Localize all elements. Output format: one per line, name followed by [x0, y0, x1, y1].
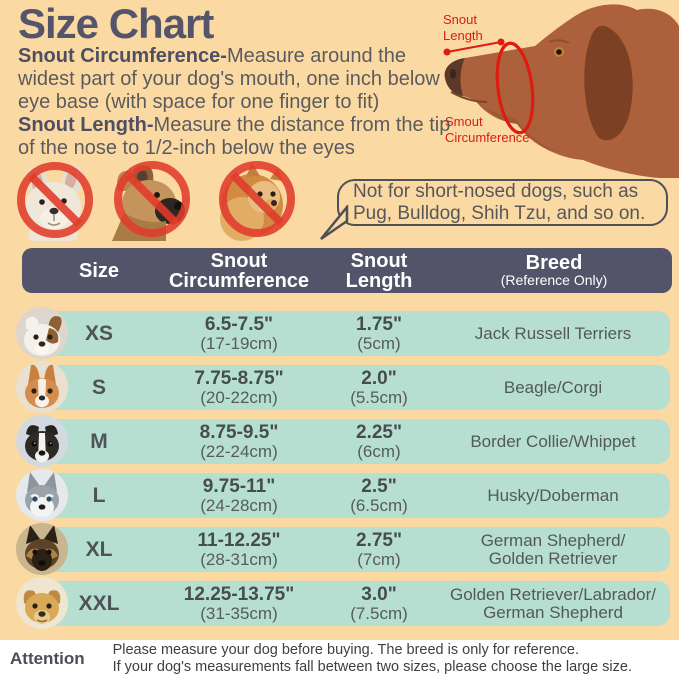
prohibition-icon — [17, 162, 93, 238]
size-label: L — [92, 483, 106, 507]
prohibition-icon — [219, 161, 295, 237]
warning-bubble: Not for short-nosed dogs, such as Pug, B… — [320, 179, 668, 241]
size-label: XL — [85, 537, 113, 561]
snout-circumference-desc: Measure around the widest part of your d… — [18, 45, 440, 113]
attention-footer: Attention Please measure your dog before… — [0, 640, 679, 677]
length-cell: 2.0" (5.5cm) — [350, 367, 408, 407]
length-cell: 2.75" (7cm) — [356, 529, 402, 569]
jack-russell-photo — [16, 307, 68, 359]
border-collie-photo — [16, 415, 68, 467]
snout-length-line — [446, 41, 502, 53]
circumference-cell: 11-12.25" (28-31cm) — [197, 529, 281, 569]
breed-cell: Jack Russell Terriers — [474, 323, 632, 343]
circumference-cell: 9.75-11" (24-28cm) — [200, 475, 278, 515]
circumference-cell: 12.25-13.75" (31-35cm) — [183, 583, 295, 623]
snout-circumference-definition: Snout Circumference-Measure around the w… — [18, 45, 464, 114]
length-cell: 3.0" (7.5cm) — [350, 583, 408, 623]
table-row-xs: XS 6.5-7.5" (17-19cm) 1.75" (5cm) Jack R… — [16, 307, 670, 359]
size-label: XS — [84, 321, 113, 345]
size-table-body: XS 6.5-7.5" (17-19cm) 1.75" (5cm) Jack R… — [16, 307, 670, 635]
circumference-cell: 8.75-9.5" (22-24cm) — [199, 421, 279, 461]
snout-circumference-term: Snout Circumference- — [18, 45, 227, 67]
husky-photo — [16, 469, 68, 521]
length-cell: 1.75" (5cm) — [356, 313, 402, 353]
snout-length-desc: Measure the distance from the tip of the… — [18, 114, 451, 159]
prohibition-icon — [114, 161, 190, 237]
snout-length-callout: Snout Length — [443, 12, 483, 43]
breed-cell: Golden Retriever/Labrador/ German Shephe… — [449, 584, 656, 622]
vizsla-head-illustration — [443, 4, 679, 178]
banned-dog-french-bulldog-tan — [104, 161, 200, 241]
german-shepherd-photo — [16, 523, 68, 575]
column-header-breed: Breed (Reference Only) — [500, 252, 608, 288]
length-cell: 2.25" (6cm) — [356, 421, 402, 461]
warning-text: Not for short-nosed dogs, such as Pug, B… — [353, 180, 646, 224]
column-header-snout-length: Snout Length — [345, 249, 413, 292]
breed-cell: German Shepherd/ Golden Retriever — [480, 530, 626, 568]
snout-length-definition: Snout Length-Measure the distance from t… — [18, 114, 464, 160]
table-row-l: L 9.75-11" (24-28cm) 2.5" (6.5cm) Husky/… — [16, 469, 670, 521]
size-label: S — [91, 375, 106, 399]
size-table-header: Size Snout Circumference Snout Length Br… — [22, 248, 672, 293]
table-row-s: S 7.75-8.75" (20-22cm) 2.0" (5.5cm) Beag… — [16, 361, 670, 413]
size-label: M — [90, 429, 108, 453]
banned-dog-pomeranian — [208, 161, 304, 241]
length-cell: 2.5" (6.5cm) — [350, 475, 408, 515]
breed-cell: Beagle/Corgi — [503, 377, 603, 397]
table-row-xl: XL 11-12.25" (28-31cm) 2.75" (7cm) Germa… — [16, 523, 670, 575]
golden-retriever-photo — [16, 577, 68, 629]
circumference-cell: 7.75-8.75" (20-22cm) — [194, 367, 284, 407]
column-header-snout-circumference: Snout Circumference — [168, 249, 310, 292]
attention-label: Attention — [10, 648, 85, 668]
attention-text: Please measure your dog before buying. T… — [112, 641, 632, 675]
table-row-xxl: XXL 12.25-13.75" (31-35cm) 3.0" (7.5cm) … — [16, 577, 670, 629]
breed-cell: Border Collie/Whippet — [470, 431, 636, 451]
circumference-cell: 6.5-7.5" (17-19cm) — [200, 313, 278, 353]
corgi-photo — [16, 361, 68, 413]
snout-circumference-ellipse — [495, 41, 535, 135]
page-title: Size Chart — [18, 0, 214, 47]
pomeranian-illustration — [220, 163, 283, 241]
bubble-tail — [320, 205, 349, 241]
snout-length-term: Snout Length- — [18, 114, 154, 136]
dog-head-measurement-diagram: Snout Length Smout Circumference — [435, 0, 679, 178]
banned-dog-french-bulldog-white — [8, 161, 104, 241]
snout-circumference-callout: Smout Circumference — [445, 114, 530, 145]
table-row-m: M 8.75-9.5" (22-24cm) 2.25" (6cm) Border… — [16, 415, 670, 467]
column-header-size: Size — [78, 259, 120, 282]
breed-cell: Husky/Doberman — [487, 485, 619, 505]
size-label: XXL — [78, 591, 120, 615]
